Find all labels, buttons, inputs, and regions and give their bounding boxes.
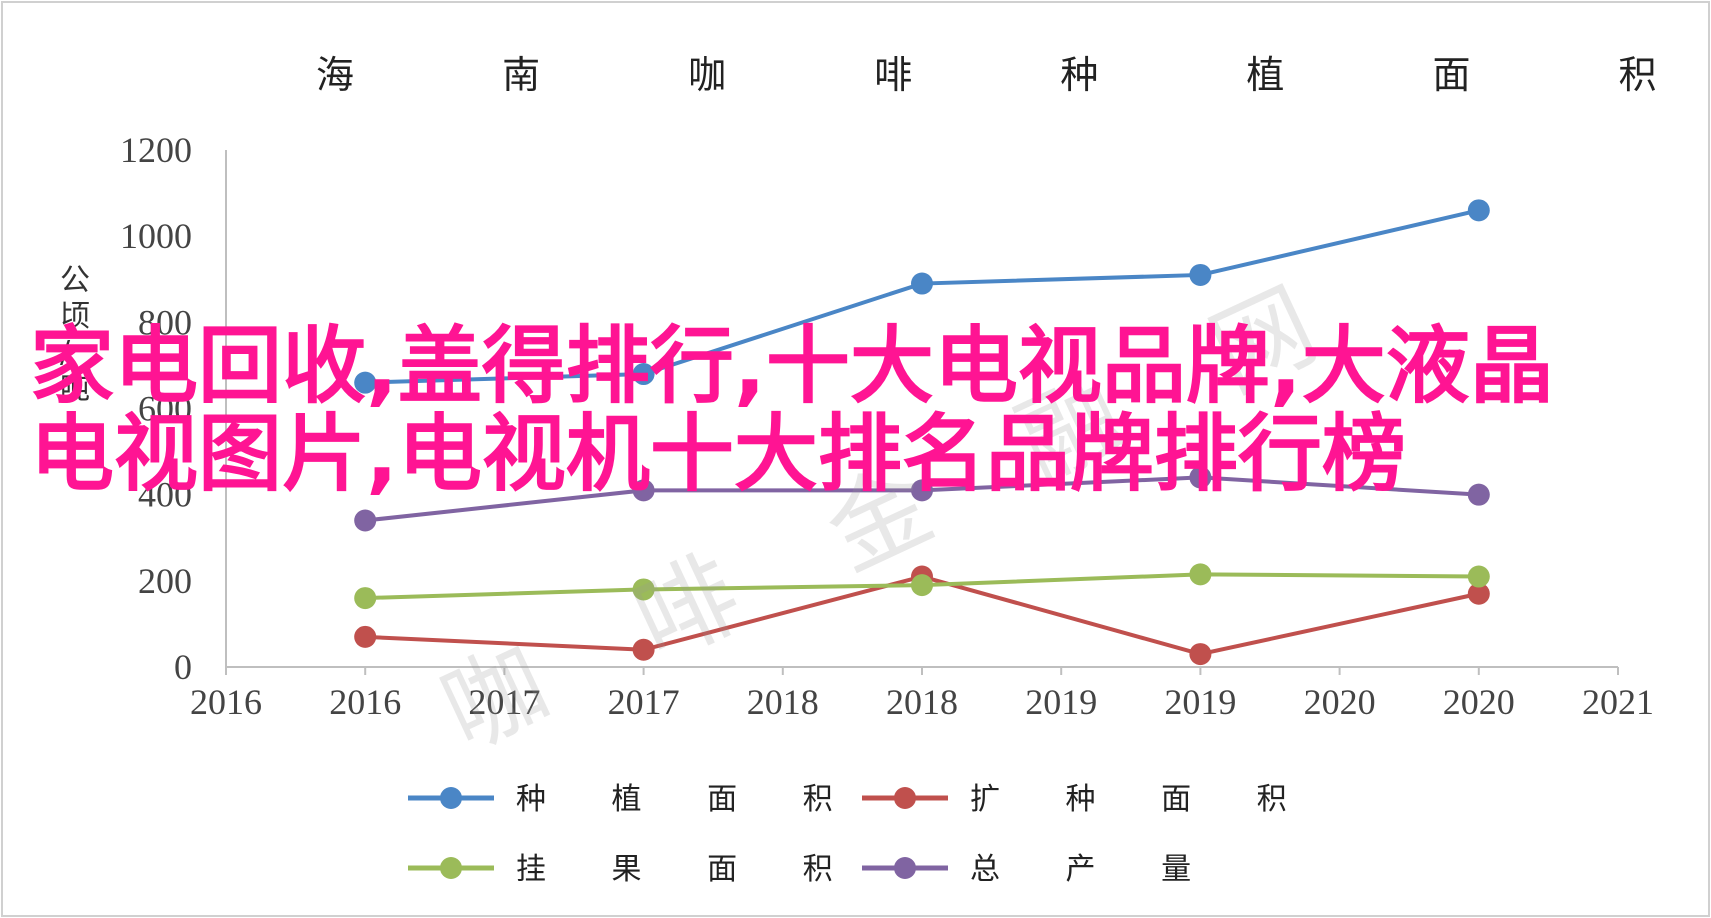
- data-point: [1467, 582, 1490, 605]
- legend-swatch-marker: [440, 857, 462, 879]
- legend-item: 种 植 面 积: [408, 782, 861, 817]
- y-axis-label-char: 吨: [60, 371, 90, 406]
- data-point: [1189, 263, 1212, 286]
- legend-label: 挂 果 面 积: [516, 852, 861, 887]
- y-axis-label-char: 顷: [60, 299, 90, 334]
- data-point: [1467, 565, 1490, 588]
- data-point: [354, 509, 377, 532]
- x-tick-label: 2019: [1164, 682, 1236, 722]
- data-point: [354, 587, 377, 610]
- y-tick-label: 400: [138, 475, 192, 515]
- data-point: [632, 638, 655, 661]
- x-tick-label: 2017: [468, 682, 540, 722]
- data-point: [354, 625, 377, 648]
- y-tick-label: 800: [138, 302, 192, 342]
- data-point: [911, 479, 933, 502]
- legend-label: 扩 种 面 积: [970, 782, 1315, 817]
- y-tick-label: 200: [138, 561, 192, 601]
- x-tick-label: 2020: [1443, 682, 1515, 722]
- data-point: [354, 371, 377, 394]
- x-tick-label: 2018: [886, 682, 958, 722]
- legend-label: 总 产 量: [970, 852, 1219, 887]
- data-point: [632, 479, 655, 502]
- y-axis-label-char: /: [60, 335, 71, 370]
- legend-item: 扩 种 面 积: [862, 782, 1315, 817]
- y-tick-label: 1200: [120, 130, 192, 170]
- series-layer: [354, 199, 1490, 666]
- legend-label: 种 植 面 积: [516, 782, 861, 817]
- data-point: [1189, 466, 1212, 489]
- overlay-caption: 家电回收,盖得排行,十大电视品牌,大液晶电视图片,电视机十大排名品牌排行榜: [30, 317, 1554, 503]
- data-point: [632, 578, 655, 601]
- y-tick-label: 600: [138, 389, 192, 429]
- data-point: [911, 272, 933, 295]
- x-tick-label: 2018: [747, 682, 819, 722]
- x-tick-label: 2021: [1582, 682, 1654, 722]
- legend-swatch-marker: [894, 787, 916, 809]
- data-point: [1467, 483, 1490, 506]
- legend-swatch-marker: [440, 787, 462, 809]
- legend: 种 植 面 积 扩 种 面 积挂 果 面 积 总 产 量: [408, 782, 1315, 887]
- legend-item: 挂 果 面 积: [408, 852, 861, 887]
- x-tick-label: 2019: [1025, 682, 1097, 722]
- y-axis-label: 公顷/吨: [60, 263, 90, 406]
- legend-swatch-marker: [894, 857, 916, 879]
- legend-item: 总 产 量: [862, 852, 1219, 887]
- axes: 0 200 400 600 800 1000 1200 2016 2016 2017 2017 201…: [120, 130, 1654, 722]
- y-axis-label-char: 公: [60, 263, 90, 298]
- y-tick-label: 0: [174, 647, 192, 687]
- data-point: [1189, 563, 1212, 586]
- data-point: [632, 363, 655, 386]
- data-point: [911, 574, 933, 597]
- x-tick-label: 2016: [329, 682, 401, 722]
- x-tick-label: 2017: [608, 682, 680, 722]
- chart-title: 海 南 咖 啡 种 植 面 积 和 产 量: [316, 53, 1711, 97]
- y-tick-label: 1000: [120, 216, 192, 256]
- x-tick-label: 2020: [1304, 682, 1376, 722]
- data-point: [1467, 199, 1490, 222]
- data-point: [1189, 643, 1212, 666]
- x-tick-label: 2016: [190, 682, 262, 722]
